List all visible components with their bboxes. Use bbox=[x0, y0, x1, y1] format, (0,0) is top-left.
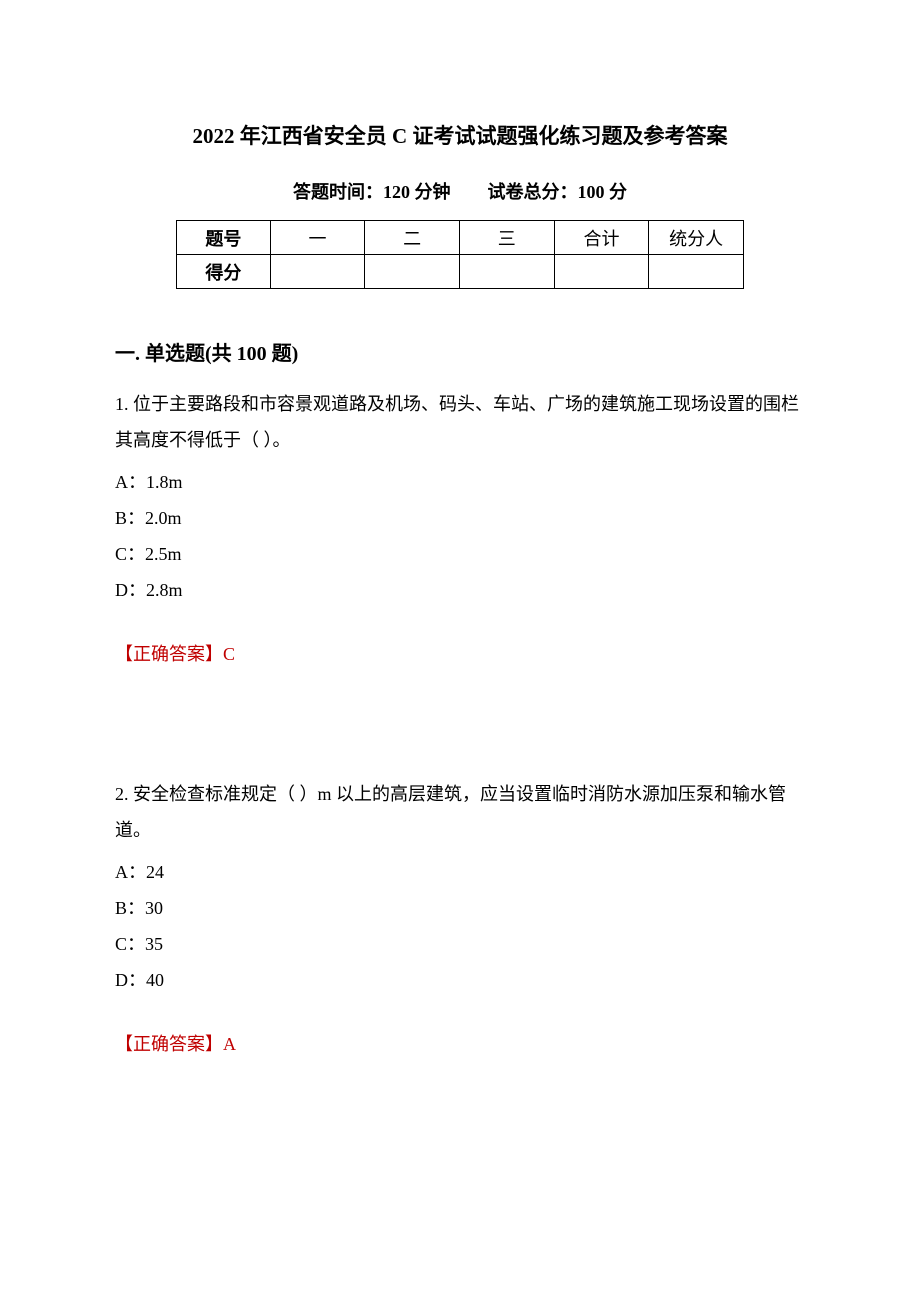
table-score-col2 bbox=[365, 255, 460, 289]
option-c: C：35 bbox=[115, 926, 805, 962]
table-score-col3 bbox=[459, 255, 554, 289]
correct-answer: 【正确答案】C bbox=[115, 640, 805, 666]
question-stem: 1. 位于主要路段和市容景观道路及机场、码头、车站、广场的建筑施工现场设置的围栏… bbox=[115, 386, 805, 458]
option-c: C：2.5m bbox=[115, 536, 805, 572]
table-header-col1: 一 bbox=[270, 221, 365, 255]
table-row: 得分 bbox=[177, 255, 744, 289]
table-header-col4: 合计 bbox=[554, 221, 649, 255]
subtitle-time: 答题时间：120 分钟 bbox=[293, 182, 451, 202]
option-a: A：24 bbox=[115, 854, 805, 890]
option-d: D：2.8m bbox=[115, 572, 805, 608]
table-row: 题号 一 二 三 合计 统分人 bbox=[177, 221, 744, 255]
question-stem: 2. 安全检查标准规定（ ）m 以上的高层建筑，应当设置临时消防水源加压泵和输水… bbox=[115, 776, 805, 848]
section-header: 一. 单选题(共 100 题) bbox=[115, 337, 805, 366]
table-score-col5 bbox=[649, 255, 744, 289]
table-score-label: 得分 bbox=[177, 255, 271, 289]
score-table: 题号 一 二 三 合计 统分人 得分 bbox=[176, 220, 744, 289]
document-subtitle: 答题时间：120 分钟 试卷总分：100 分 bbox=[115, 178, 805, 204]
option-b: B：2.0m bbox=[115, 500, 805, 536]
correct-answer: 【正确答案】A bbox=[115, 1030, 805, 1056]
table-header-col2: 二 bbox=[365, 221, 460, 255]
table-header-col5: 统分人 bbox=[649, 221, 744, 255]
document-title: 2022 年江西省安全员 C 证考试试题强化练习题及参考答案 bbox=[115, 120, 805, 150]
option-b: B：30 bbox=[115, 890, 805, 926]
option-d: D：40 bbox=[115, 962, 805, 998]
table-header-label: 题号 bbox=[177, 221, 271, 255]
option-a: A：1.8m bbox=[115, 464, 805, 500]
table-score-col4 bbox=[554, 255, 649, 289]
table-header-col3: 三 bbox=[459, 221, 554, 255]
question-block-2: 2. 安全检查标准规定（ ）m 以上的高层建筑，应当设置临时消防水源加压泵和输水… bbox=[115, 776, 805, 1056]
subtitle-score: 试卷总分：100 分 bbox=[488, 182, 628, 202]
question-block-1: 1. 位于主要路段和市容景观道路及机场、码头、车站、广场的建筑施工现场设置的围栏… bbox=[115, 386, 805, 666]
table-score-col1 bbox=[270, 255, 365, 289]
